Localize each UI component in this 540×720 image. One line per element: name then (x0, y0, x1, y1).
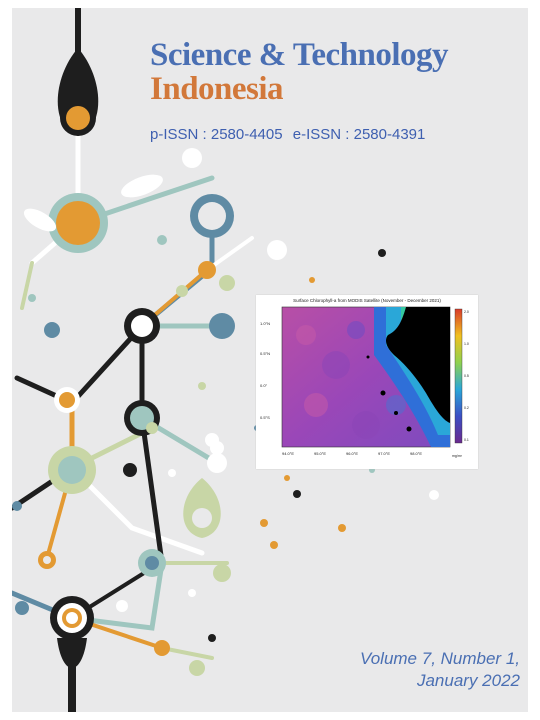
svg-text:0.1: 0.1 (464, 438, 469, 442)
svg-text:1.0°N: 1.0°N (260, 321, 270, 326)
svg-text:0.5°N: 0.5°N (260, 351, 270, 356)
issue-info: Volume 7, Number 1, January 2022 (360, 648, 520, 692)
svg-text:97.0°E: 97.0°E (378, 451, 390, 456)
issue-date: January 2022 (416, 671, 520, 690)
p-issn: p-ISSN : 2580-4405 (150, 126, 283, 143)
e-issn: e-ISSN : 2580-4391 (292, 126, 426, 143)
svg-text:0.0°: 0.0° (260, 383, 268, 388)
map-figure-title: Surface Chlorophyll-a from MODIS Satelli… (293, 298, 441, 303)
svg-text:0.5°S: 0.5°S (260, 415, 270, 420)
svg-text:2.0: 2.0 (464, 310, 469, 314)
journal-title-line-1: Science & Technology (150, 37, 449, 73)
issn-line: p-ISSN : 2580-4405 e-ISSN : 2580-4391 (150, 126, 425, 143)
journal-title-line-2: Indonesia (150, 71, 284, 107)
svg-text:95.0°E: 95.0°E (314, 451, 326, 456)
journal-cover: Science & Technology Indonesia p-ISSN : … (12, 8, 528, 712)
svg-text:96.0°E: 96.0°E (346, 451, 358, 456)
svg-text:1.0: 1.0 (464, 342, 469, 346)
map-figure-graphic: 1.0°N 0.5°N 0.0° 0.5°S 94.0°E 95.0°E 96.… (260, 306, 469, 458)
volume-number: Volume 7, Number 1, (360, 649, 520, 668)
journal-title: Science & Technology Indonesia (150, 37, 449, 107)
svg-text:94.0°E: 94.0°E (282, 451, 294, 456)
satellite-map-figure: Surface Chlorophyll-a from MODIS Satelli… (256, 295, 478, 469)
svg-text:98.0°E: 98.0°E (410, 451, 422, 456)
svg-text:0.5: 0.5 (464, 374, 469, 378)
svg-text:mg/m³: mg/m³ (452, 454, 463, 458)
svg-text:0.2: 0.2 (464, 406, 469, 410)
molecule-network-illustration (12, 8, 439, 712)
